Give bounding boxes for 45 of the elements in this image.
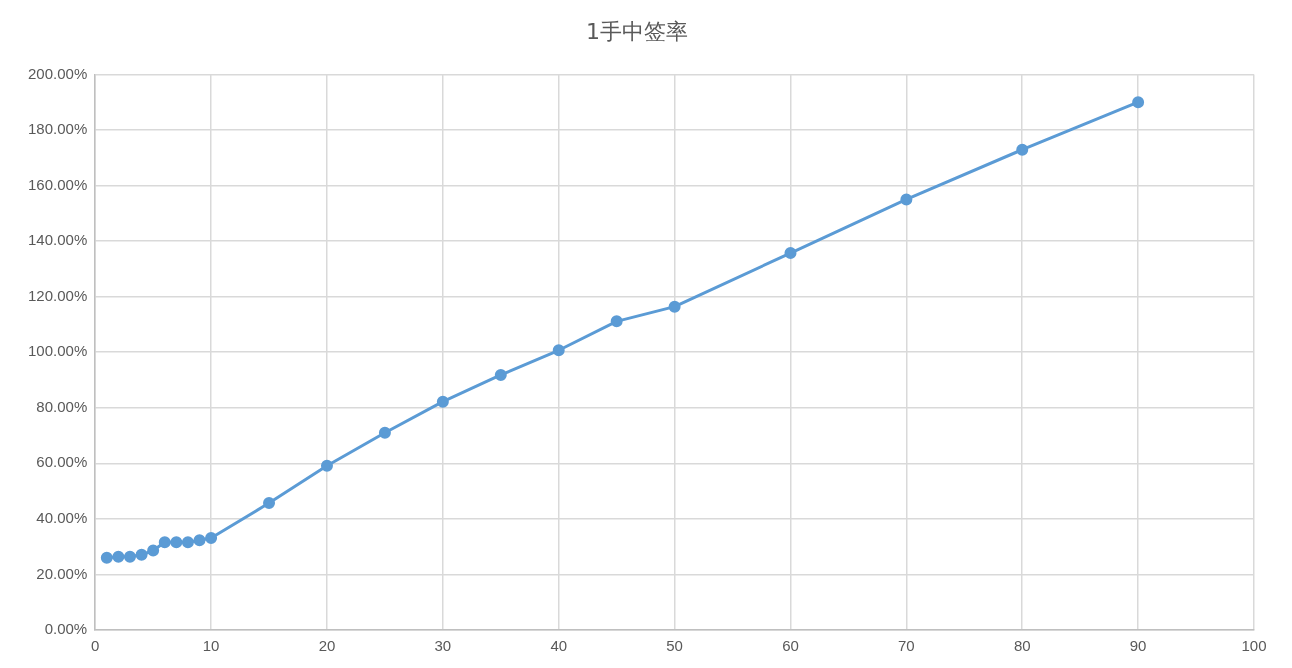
y-tick-label: 60.00% bbox=[36, 453, 88, 471]
x-tick-label: 0 bbox=[91, 637, 100, 655]
x-tick-label: 30 bbox=[434, 637, 452, 655]
point bbox=[900, 193, 913, 206]
y-tick-label: 120.00% bbox=[28, 286, 88, 304]
y-tick-label: 180.00% bbox=[28, 120, 88, 138]
point bbox=[1016, 143, 1029, 156]
y-tick-label: 40.00% bbox=[36, 509, 88, 527]
point bbox=[552, 344, 565, 357]
y-tick-label: 100.00% bbox=[28, 342, 88, 360]
point bbox=[123, 550, 136, 563]
x-tick-label: 80 bbox=[1013, 637, 1031, 655]
y-tick-label: 200.00% bbox=[28, 64, 88, 82]
x-tick-label: 100 bbox=[1241, 637, 1267, 655]
point bbox=[610, 315, 623, 328]
point bbox=[170, 536, 183, 549]
y-tick-label: 80.00% bbox=[36, 397, 88, 415]
x-tick-label: 10 bbox=[202, 637, 220, 655]
point bbox=[100, 551, 113, 564]
x-tick-label: 40 bbox=[550, 637, 568, 655]
point bbox=[135, 548, 148, 561]
point bbox=[147, 544, 160, 557]
point bbox=[181, 536, 194, 549]
point bbox=[668, 300, 681, 313]
y-tick-label: 140.00% bbox=[28, 231, 88, 249]
point bbox=[193, 534, 206, 547]
point bbox=[263, 497, 276, 510]
point bbox=[436, 395, 449, 408]
x-tick-label: 70 bbox=[898, 637, 915, 655]
y-tick-label: 160.00% bbox=[28, 175, 88, 193]
x-tick-label: 90 bbox=[1129, 637, 1147, 655]
point bbox=[320, 459, 333, 472]
x-tick-label: 60 bbox=[782, 637, 799, 655]
chart-title: 1手中签率 bbox=[586, 18, 688, 44]
point bbox=[205, 532, 218, 545]
y-tick-label: 0.00% bbox=[44, 620, 88, 638]
point bbox=[112, 550, 125, 563]
point bbox=[378, 426, 391, 439]
point bbox=[1132, 96, 1145, 109]
point bbox=[158, 536, 171, 549]
x-tick-label: 50 bbox=[666, 637, 683, 655]
x-tick-label: 20 bbox=[318, 637, 336, 655]
point bbox=[784, 247, 797, 260]
y-tick-label: 20.00% bbox=[36, 564, 88, 582]
point bbox=[494, 368, 507, 381]
